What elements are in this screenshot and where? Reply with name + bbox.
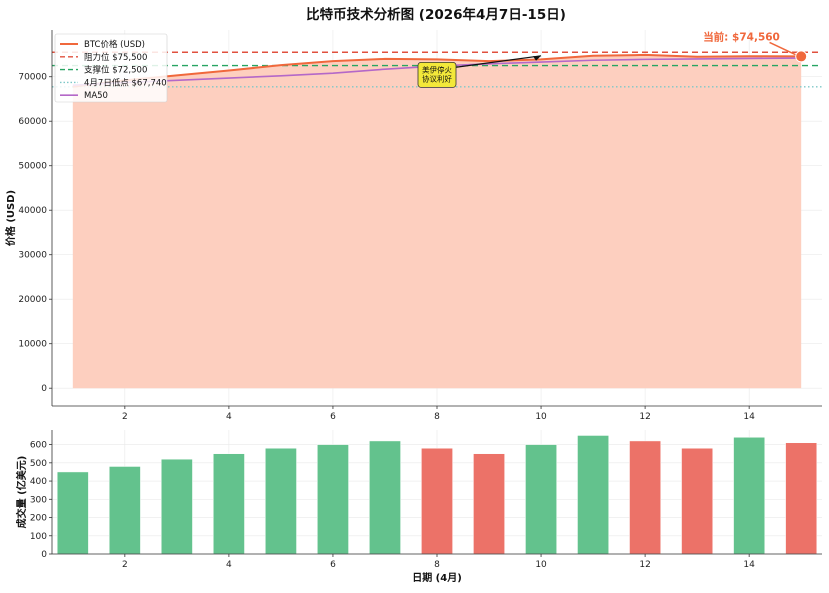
volume-bar (525, 444, 557, 555)
price-x-tick-label: 14 (743, 412, 755, 422)
volume-bars (56, 435, 818, 555)
volume-bar (733, 437, 766, 555)
volume-x-tick-label: 10 (535, 560, 547, 570)
volume-axes: 0 100 200 300 400 500 600 2 4 6 8 10 12 14 (30, 430, 822, 570)
price-y-tick-label: 0 (41, 384, 47, 394)
volume-y-tick-label: 400 (30, 477, 47, 487)
volume-x-tick-label: 4 (226, 560, 232, 570)
legend-frame (54, 33, 168, 103)
annotation-arrowhead (533, 55, 542, 61)
volume-y-tick-label: 300 (30, 495, 47, 505)
annotation-arrow (454, 55, 542, 68)
price-x-tick-label: 10 (535, 412, 547, 422)
price-y-tick-label: 60000 (18, 117, 47, 127)
current-price-marker (795, 50, 808, 63)
volume-bar (108, 466, 141, 555)
volume-bar (473, 453, 505, 555)
volume-bar (161, 458, 193, 555)
price-axes: 0 10000 20000 30000 40000 50000 60000 70000 2 4 6 8… (18, 30, 822, 422)
current-price-arrow (769, 41, 798, 57)
volume-y-tick-label: 100 (30, 532, 47, 542)
price-y-tick-label: 40000 (18, 206, 47, 216)
chart-title: 比特币技术分析图 (2026年4月7日-15日) (306, 6, 566, 23)
price-y-tick-label: 50000 (18, 162, 47, 172)
price-x-tick-label: 2 (122, 412, 128, 422)
legend-label: 4月7日低点 $67,740 (84, 77, 167, 88)
btc-price-line (72, 53, 802, 88)
volume-bar (213, 453, 245, 555)
volume-x-tick-label: 2 (122, 560, 128, 570)
volume-bar (785, 442, 818, 555)
volume-y-tick-label: 0 (41, 550, 47, 560)
price-x-tick-label: 6 (330, 412, 336, 422)
price-area-fill (72, 54, 802, 389)
volume-bar (421, 447, 453, 555)
price-y-tick-label: 20000 (18, 295, 47, 305)
price-x-tick-label: 8 (434, 412, 440, 422)
volume-bar (265, 447, 297, 555)
volume-bar (317, 444, 349, 555)
annotation-ceasefire-text: 美伊停火协议利好 (422, 64, 452, 83)
volume-x-tick-label: 14 (743, 560, 755, 570)
price-y-tick-label: 70000 (18, 73, 47, 83)
price-y-axis-label: 价格 (USD) (4, 190, 17, 246)
annotation-box (417, 61, 457, 88)
price-x-tick-label: 4 (226, 412, 232, 422)
legend-label: 阻力位 $75,500 (84, 52, 147, 63)
volume-x-axis-label: 日期 (4月) (412, 571, 462, 584)
volume-y-tick-label: 600 (30, 441, 47, 451)
price-annotations: 美伊停火协议利好 当前: $74,560 (417, 30, 808, 88)
volume-y-tick-label: 200 (30, 514, 47, 524)
volume-y-axis-label: 成交量 (亿美元) (15, 456, 28, 529)
legend-label: 支撑位 $72,500 (84, 65, 147, 76)
volume-bar (369, 440, 401, 555)
legend-label: BTC价格 (USD) (84, 39, 145, 50)
volume-x-tick-label: 8 (434, 560, 440, 570)
volume-x-tick-label: 12 (639, 560, 650, 570)
price-legend: BTC价格 (USD) 阻力位 $75,500 支撑位 $72,5004月7日低点 … (54, 33, 168, 103)
volume-bar (681, 447, 713, 555)
legend-label: MA50 (84, 91, 108, 101)
volume-bar (56, 471, 89, 555)
price-y-tick-label: 30000 (18, 251, 47, 261)
price-panel: 美伊停火协议利好 当前: $74,560 0 10000 20000 30000 4000… (4, 30, 822, 422)
price-x-tick-label: 12 (639, 412, 650, 422)
volume-bar (629, 440, 661, 555)
current-price-label: 当前: $74,560 (703, 30, 780, 43)
volume-y-tick-label: 500 (30, 459, 47, 469)
price-area (72, 54, 802, 389)
volume-bar (577, 435, 609, 555)
price-y-tick-label: 10000 (18, 340, 47, 350)
volume-x-tick-label: 6 (330, 560, 336, 570)
